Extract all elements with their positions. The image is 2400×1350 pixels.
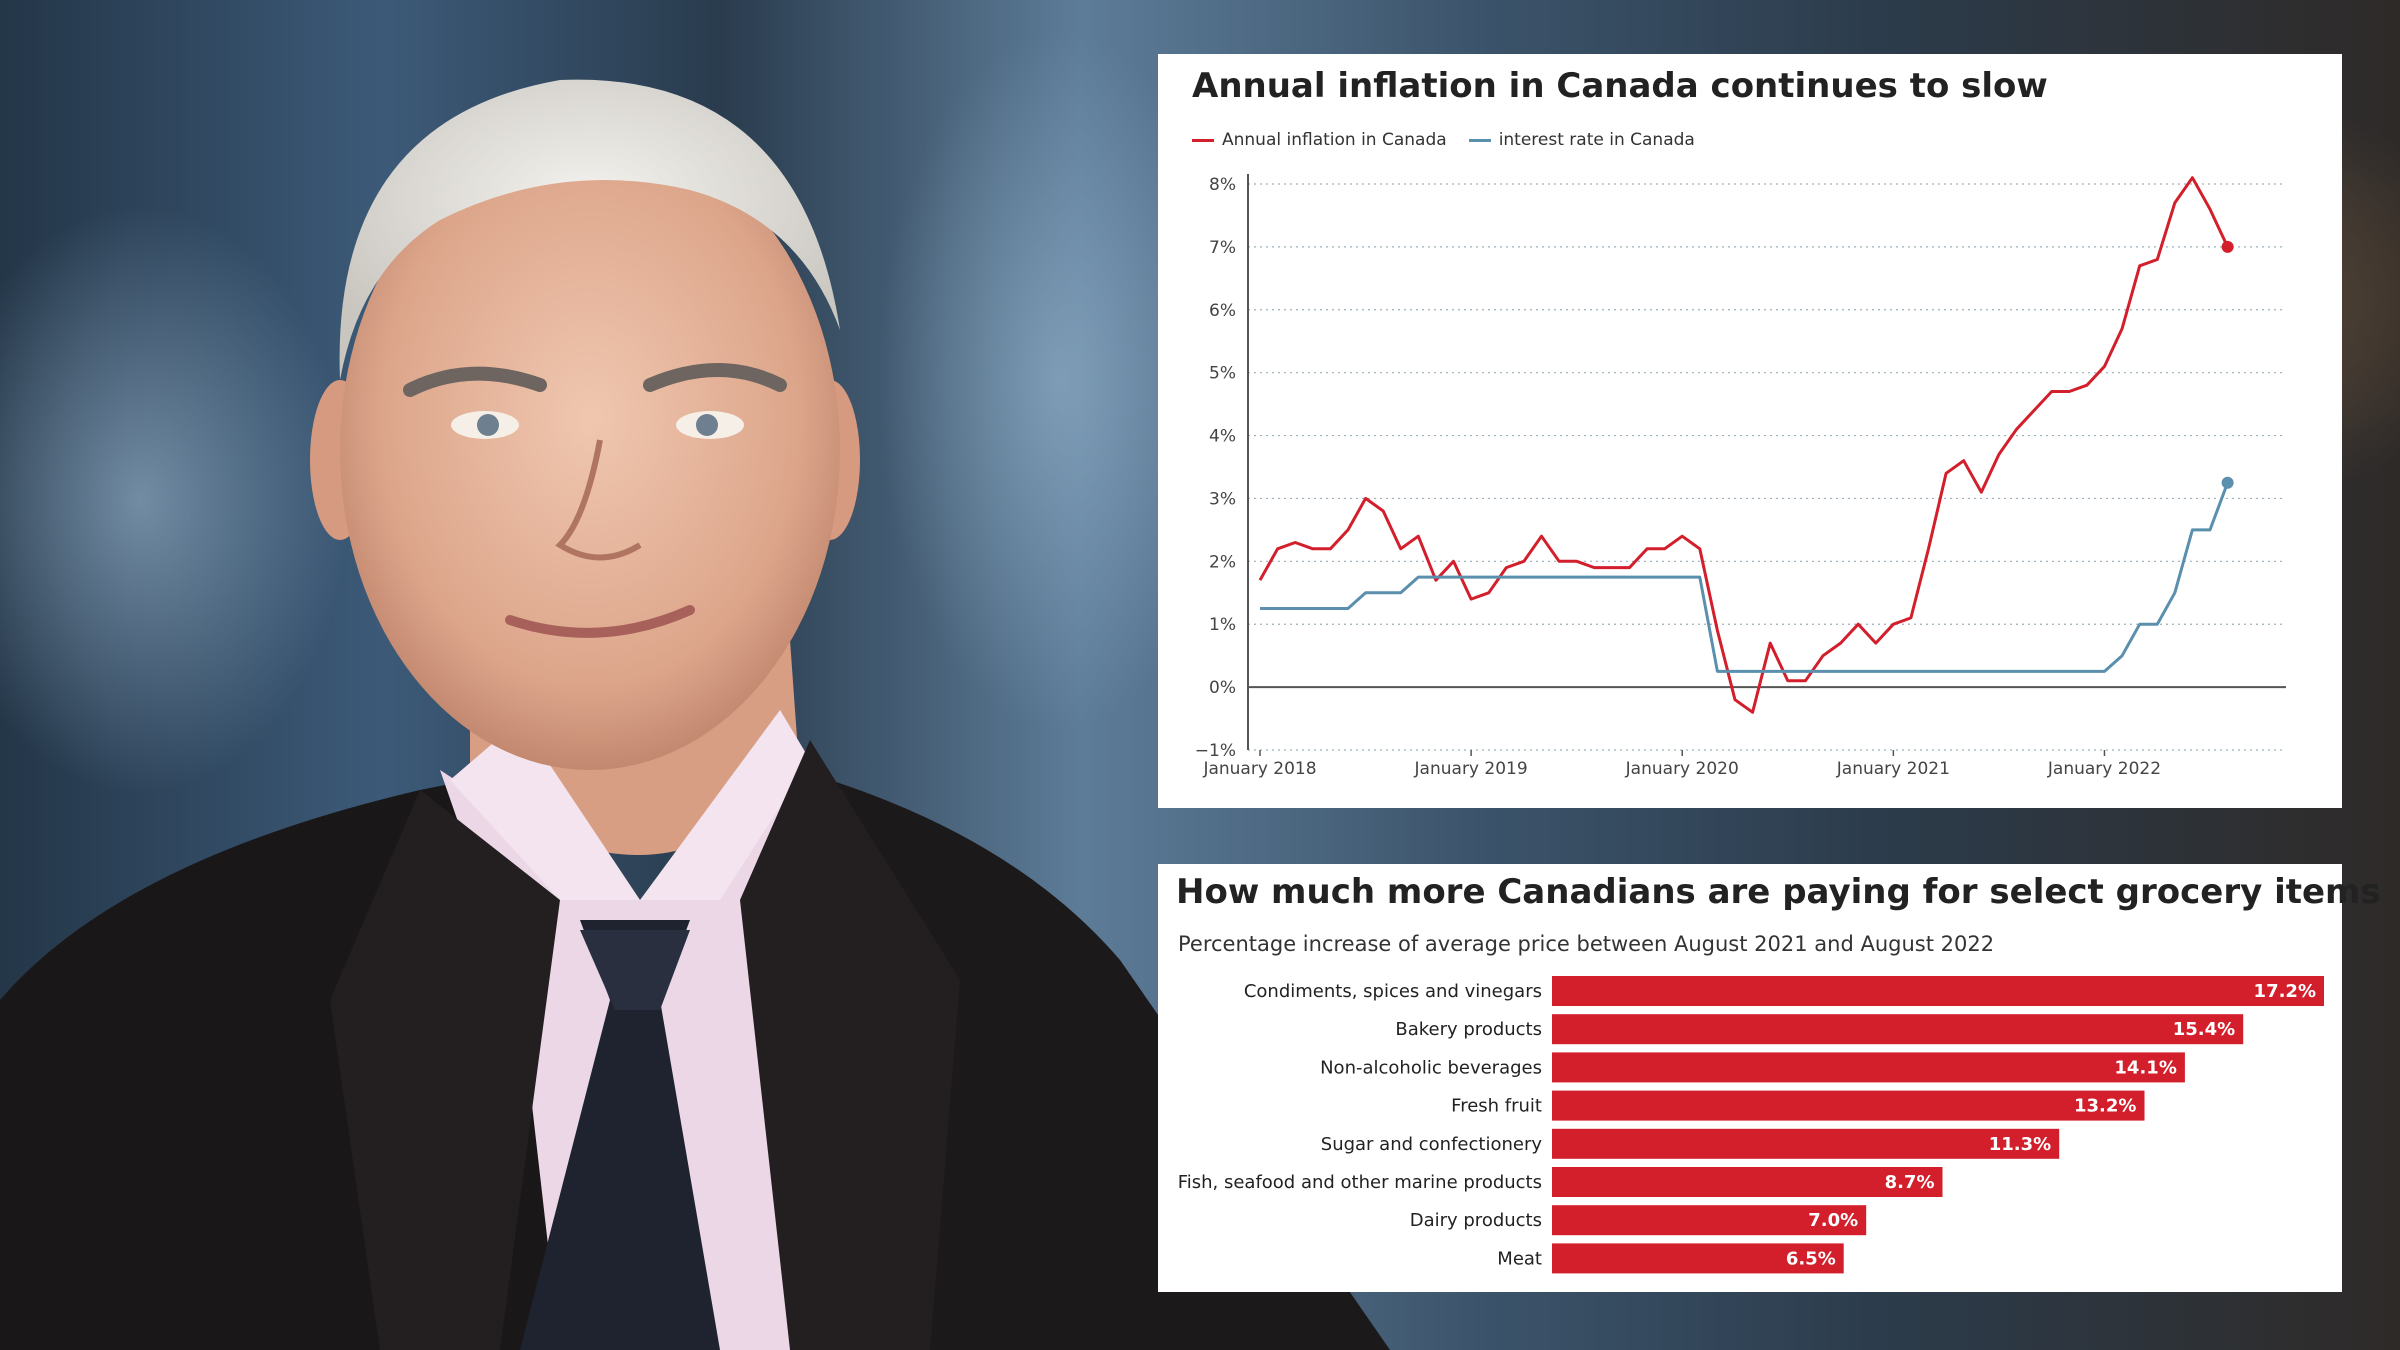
bar-value-label: 14.1% (2114, 1057, 2176, 1078)
bar (1552, 1052, 2185, 1083)
bar (1552, 1090, 2145, 1121)
chart-title: How much more Canadians are paying for s… (1176, 872, 2381, 912)
y-tick-label: 3% (1209, 489, 1236, 509)
x-tick-label: January 2020 (1625, 759, 1739, 779)
series-line-interest-rate (1260, 482, 2230, 673)
bar-value-label: 6.5% (1786, 1248, 1836, 1269)
y-tick-label: 5% (1209, 364, 1236, 384)
bar-value-label: 11.3% (1989, 1134, 2051, 1155)
portrait-photo (0, 79, 1390, 1350)
series-endpoint-inflation (2221, 240, 2234, 253)
x-tick-label: January 2019 (1414, 759, 1528, 779)
bar-category-label: Fish, seafood and other marine products (1178, 1172, 1542, 1193)
bar-value-label: 7.0% (1808, 1210, 1858, 1231)
bar-category-label: Condiments, spices and vinegars (1244, 981, 1542, 1002)
y-tick-label: 0% (1209, 678, 1236, 698)
bar-value-label: 17.2% (2254, 981, 2316, 1002)
y-tick-label: 2% (1209, 552, 1236, 572)
legend: Annual inflation in Canada interest rate… (1192, 130, 1695, 150)
y-tick-label: 6% (1209, 301, 1236, 321)
x-tick-label: January 2022 (2047, 759, 2161, 779)
series-endpoint-interest-rate (2221, 476, 2234, 489)
face (340, 130, 840, 770)
legend-label-inflation: Annual inflation in Canada (1222, 130, 1447, 150)
bar-value-label: 13.2% (2074, 1096, 2136, 1117)
x-tick-label: January 2021 (1836, 759, 1950, 779)
y-tick-label: 7% (1209, 238, 1236, 258)
bar (1552, 1128, 2060, 1159)
legend-item-interest-rate: interest rate in Canada (1468, 130, 1695, 150)
series-line-inflation (1258, 176, 2229, 714)
inflation-line-chart: Annual inflation in Canada continues to … (1158, 54, 2342, 808)
bar-category-label: Dairy products (1410, 1210, 1542, 1231)
bar-category-label: Fresh fruit (1451, 1096, 1542, 1117)
legend-swatch-inflation (1192, 138, 1214, 142)
bar-value-label: 15.4% (2173, 1019, 2235, 1040)
bar-plot-area: Condiments, spices and vinegars 17.2% Bake… (1178, 976, 2324, 1274)
line-plot-area: −1% 0% 1% 2% 3% 4% 5% 6% 7% 8% January 2018 January… (1195, 174, 2286, 779)
bar-category-label: Sugar and confectionery (1321, 1134, 1543, 1155)
bar (1552, 1167, 1943, 1197)
legend-swatch-interest-rate (1468, 138, 1491, 142)
bar (1552, 1243, 1844, 1274)
chart-subtitle: Percentage increase of average price bet… (1178, 932, 1995, 956)
y-tick-label: −1% (1195, 741, 1236, 761)
legend-label-interest-rate: interest rate in Canada (1498, 130, 1695, 150)
hair (339, 79, 840, 380)
bar-category-label: Meat (1497, 1248, 1542, 1269)
y-tick-label: 8% (1209, 175, 1236, 195)
bar (1552, 1205, 1867, 1236)
legend-item-inflation: Annual inflation in Canada (1192, 130, 1447, 150)
x-tick-label: January 2018 (1202, 759, 1316, 779)
bar (1552, 1014, 2244, 1045)
bar-category-label: Bakery products (1395, 1019, 1542, 1040)
y-tick-label: 1% (1209, 615, 1236, 635)
bar-value-label: 8.7% (1885, 1172, 1935, 1193)
bar (1552, 976, 2324, 1006)
chart-title: Annual inflation in Canada continues to … (1192, 66, 2048, 106)
y-tick-label: 4% (1209, 427, 1236, 447)
necktie (520, 920, 720, 1350)
bar-category-label: Non-alcoholic beverages (1320, 1057, 1542, 1078)
grocery-bar-chart: How much more Canadians are paying for s… (1158, 864, 2381, 1292)
